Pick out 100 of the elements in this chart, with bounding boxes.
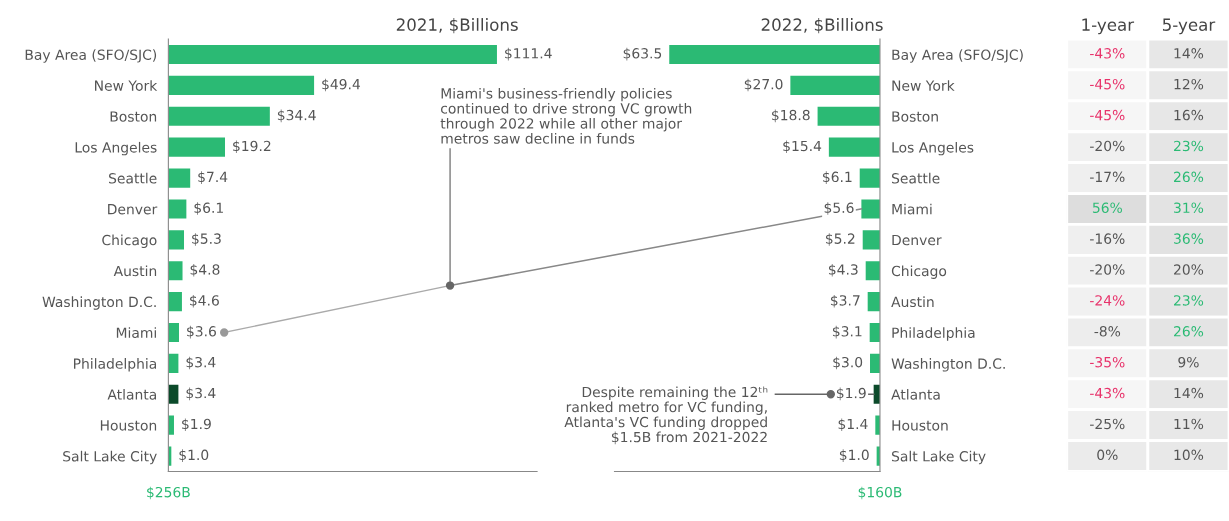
x-tick-label: 5-year [1162,18,1216,35]
data-label: $3.7 [830,294,860,308]
bar [817,106,880,126]
annotation: Despite remaining the 12ᵗʰ ranked metro for VC funding, Atlanta's VC funding dropped $1.5B from 2021-2022 [564,386,768,445]
bar [870,353,880,373]
bar [828,137,880,157]
data-label: -16% [1090,233,1125,244]
y-tick-label: Atlanta [891,389,940,400]
data-label: -25% [1090,418,1125,430]
data-label: $18.8 [772,109,810,123]
data-label: -45% [1090,109,1125,121]
data-label: -24% [1090,295,1125,306]
y-tick-label: New York [95,80,158,91]
bar [669,44,880,65]
y-tick-label: Denver [108,204,158,215]
data-label: $1.9 [182,418,211,432]
x-tick-label: 1-year [1082,18,1135,35]
chart-title: 2021, $Billions [396,18,518,34]
y-tick-label: Chicago [891,265,947,279]
bar [168,292,182,312]
bar [859,168,880,188]
y-tick-label: Washington D.C. [42,296,156,310]
y-tick-label: Houston [100,420,157,431]
y-tick-label: Philadelphia [74,358,156,372]
bar [168,168,191,188]
data-label: $5.2 [825,233,855,246]
data-label: 9% [1178,356,1199,368]
y-tick-label: Washington D.C. [891,358,1005,372]
data-label: 0% [1097,449,1118,461]
bar [862,230,880,250]
data-label: $27.0 [744,78,783,92]
data-label: $1.4 [838,418,868,432]
data-label: 14% [1174,48,1204,59]
y-tick-label: Salt Lake City [891,450,986,465]
y-tick-label: Atlanta [107,389,156,400]
chart-title: 2022, $Billions [761,18,883,34]
data-label: 10% [1174,449,1204,461]
bar [861,199,880,219]
data-label: $3.0 [833,356,863,370]
bar [865,261,880,281]
data-label: $1.0 [839,449,869,462]
data-label: $34.4 [277,109,316,123]
bar [790,75,880,95]
bar [168,106,270,126]
data-label: -20% [1090,140,1125,152]
data-label: -43% [1090,48,1125,59]
data-label: $3.4 [186,387,216,401]
annotation: Miami's business-friendly policies continued to drive strong VC growth through 2022 while all other major metros saw decline in funds [440,87,692,144]
bar [168,261,183,281]
y-tick-label: Boston [110,111,157,122]
y-tick-label: Salt Lake City [63,450,157,465]
bar [168,137,226,157]
y-tick-label: Chicago [102,234,157,249]
y-tick-label: Los Angeles [892,141,974,156]
data-label: $4.3 [828,264,858,277]
bar [168,230,185,250]
data-label: 23% [1174,140,1204,152]
bar [168,199,187,219]
data-label: -35% [1090,356,1125,368]
data-label: -43% [1090,387,1125,399]
data-label: 36% [1174,233,1204,244]
y-tick-label: Miami [892,203,932,215]
data-label: $63.5 [623,47,662,61]
data-label: 26% [1174,326,1204,337]
data-label: 20% [1174,264,1204,275]
data-label: 16% [1174,109,1204,121]
data-label: $3.6 [187,325,216,339]
data-label: 14% [1174,387,1204,399]
data-label: -20% [1090,264,1125,275]
data-label: $111.4 [505,47,552,61]
y-tick-label: Houston [892,420,948,431]
data-label: 31% [1174,202,1204,213]
data-label: $15.4 [783,140,822,154]
data-label: $19.2 [233,140,271,154]
y-tick-label: Los Angeles [75,141,157,156]
bar [168,44,497,65]
text: $256B [147,486,190,500]
y-tick-label: New York [892,80,955,91]
data-label: $5.6 [824,202,854,215]
y-tick-label: Boston [892,111,938,122]
data-label: 23% [1174,295,1204,306]
data-label: $49.4 [322,78,361,92]
data-label: -8% [1094,326,1121,337]
y-tick-label: Miami [116,327,156,338]
data-label: $6.1 [194,202,223,215]
data-label: 11% [1174,418,1204,430]
y-tick-label: Seattle [109,172,157,184]
bar [168,75,315,95]
data-label: -45% [1090,78,1125,90]
y-tick-label: Bay Area (SFO/SJC) [892,49,1023,63]
y-tick-label: Seattle [891,172,940,184]
y-tick-label: Philadelphia [892,327,975,341]
y-tick-label: Bay Area (SFO/SJC) [25,49,157,63]
data-label: 26% [1174,171,1204,183]
y-tick-label: Austin [891,296,934,308]
data-label: $7.4 [198,171,228,184]
bar [168,322,179,343]
data-label: $1.9 [836,387,866,401]
y-tick-label: Denver [892,235,942,246]
data-label: 12% [1174,78,1204,90]
